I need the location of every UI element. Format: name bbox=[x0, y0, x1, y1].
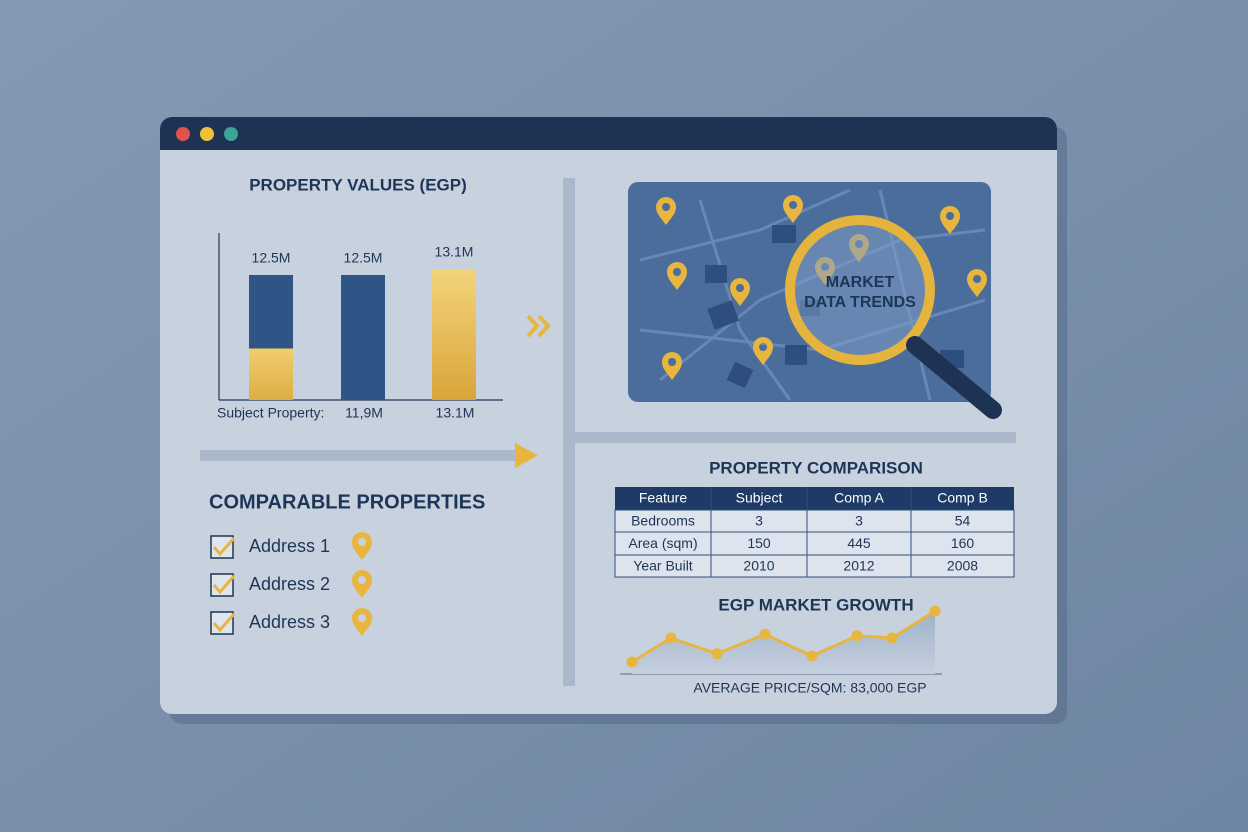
x-label: 13.1M bbox=[436, 405, 475, 421]
point bbox=[851, 630, 863, 642]
table-title: PROPERTY COMPARISON bbox=[709, 458, 923, 477]
title-bar bbox=[160, 117, 1057, 150]
point bbox=[626, 656, 638, 668]
pin bbox=[940, 206, 960, 234]
point bbox=[665, 632, 677, 644]
table-cell: 2012 bbox=[843, 558, 874, 574]
table-cell: Year Built bbox=[633, 558, 693, 574]
line-chart-title: EGP MARKET GROWTH bbox=[718, 595, 913, 614]
bar-value-label: 13.1M bbox=[435, 244, 474, 260]
bar bbox=[249, 275, 293, 400]
point bbox=[929, 605, 941, 617]
bar bbox=[432, 269, 476, 400]
checkbox[interactable] bbox=[210, 611, 234, 635]
table-header-cell: Subject bbox=[736, 490, 783, 506]
table-header-cell: Comp B bbox=[937, 490, 988, 506]
table-body bbox=[614, 509, 1015, 578]
pin bbox=[667, 262, 687, 290]
comparables-title: COMPARABLE PROPERTIES bbox=[209, 491, 485, 513]
table-cell: Area (sqm) bbox=[628, 535, 697, 551]
check bbox=[212, 537, 236, 557]
address[interactable]: Address 1 bbox=[249, 536, 330, 556]
minimize-button[interactable] bbox=[200, 127, 214, 141]
point bbox=[711, 648, 723, 660]
address[interactable]: Address 2 bbox=[249, 574, 330, 594]
table-cell: 3 bbox=[855, 513, 863, 529]
pin bbox=[967, 269, 987, 297]
pin bbox=[352, 570, 372, 598]
table-cell: 54 bbox=[955, 513, 971, 529]
table-header-cell: Feature bbox=[639, 490, 687, 506]
check bbox=[212, 575, 236, 595]
map-label: MARKET bbox=[826, 274, 895, 291]
pin bbox=[656, 197, 676, 225]
arrow-head bbox=[515, 443, 538, 468]
close-button[interactable] bbox=[176, 127, 190, 141]
pin bbox=[753, 337, 773, 365]
table-cell: Bedrooms bbox=[631, 513, 695, 529]
bar bbox=[341, 275, 385, 400]
point bbox=[886, 632, 898, 644]
bar-value-label: 12.5M bbox=[252, 250, 291, 266]
line bbox=[631, 609, 936, 664]
table-cell: 160 bbox=[951, 535, 975, 551]
pin bbox=[352, 608, 372, 636]
pin bbox=[730, 278, 750, 306]
divider bbox=[575, 432, 1016, 443]
pin bbox=[783, 195, 803, 223]
table-cell: 3 bbox=[755, 513, 763, 529]
check bbox=[212, 613, 236, 633]
table-cell: 150 bbox=[747, 535, 771, 551]
x-label: Subject Property: bbox=[217, 405, 324, 421]
table-cell: 2010 bbox=[743, 558, 774, 574]
arrow bbox=[200, 450, 518, 461]
magnifier bbox=[785, 215, 935, 365]
pin bbox=[352, 532, 372, 560]
caption: AVERAGE PRICE/SQM: 83,000 EGP bbox=[693, 680, 926, 696]
pin bbox=[662, 352, 682, 380]
divider bbox=[563, 178, 575, 686]
point bbox=[759, 628, 771, 640]
table-cell: 2008 bbox=[947, 558, 978, 574]
chevrons bbox=[526, 314, 551, 338]
table-header-cell: Comp A bbox=[834, 490, 884, 506]
maximize-button[interactable] bbox=[224, 127, 238, 141]
area bbox=[632, 611, 935, 674]
table-cell: 445 bbox=[847, 535, 871, 551]
map-label: DATA TRENDS bbox=[804, 294, 916, 311]
bar-chart-title: PROPERTY VALUES (EGP) bbox=[249, 175, 467, 194]
checkbox[interactable] bbox=[210, 535, 234, 559]
point bbox=[806, 650, 818, 662]
checkbox[interactable] bbox=[210, 573, 234, 597]
x-label: 11,9M bbox=[345, 405, 383, 421]
table-header bbox=[615, 487, 1014, 510]
magnifier-handle bbox=[906, 336, 1002, 419]
address[interactable]: Address 3 bbox=[249, 612, 330, 632]
bar-value-label: 12.5M bbox=[344, 250, 383, 266]
